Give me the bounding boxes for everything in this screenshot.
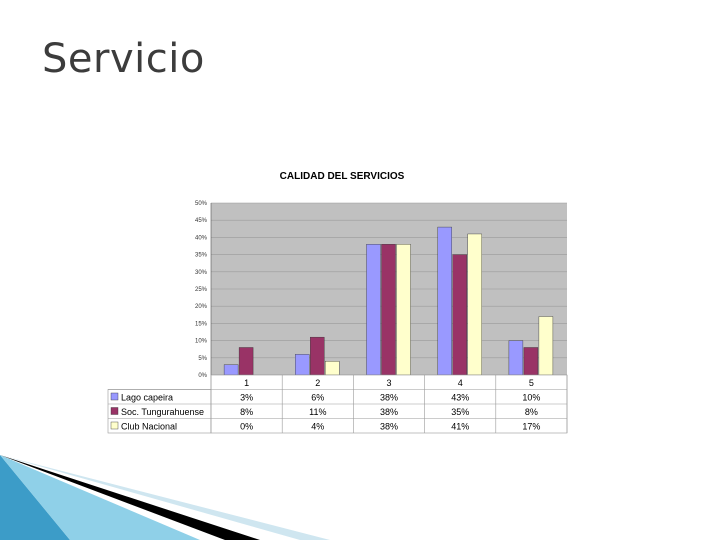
legend-swatch: [110, 392, 119, 401]
decor-pale-stripe: [0, 455, 330, 540]
chart-title: CALIDAD DEL SERVICIOS: [280, 171, 405, 182]
plot-area: 0% 5% 10% 15% 20% 25% 30% 35% 40% 45% 50%: [195, 201, 567, 379]
bar: [366, 244, 381, 376]
data-label: 35%: [451, 407, 469, 417]
data-label: 38%: [380, 393, 398, 403]
x-category-label: 2: [315, 378, 320, 388]
data-label: 3%: [240, 393, 253, 403]
x-category-label: 5: [529, 378, 534, 388]
legend-swatch: [110, 421, 119, 430]
y-tick-label: 15%: [195, 321, 208, 327]
y-tick-label: 50%: [195, 201, 208, 207]
x-category-label: 4: [458, 378, 463, 388]
bar: [538, 316, 554, 376]
data-table: 1 2 3 4 5 Lago capeira 3% 6% 38% 43% 10% Soc. Tungu…: [107, 374, 568, 434]
data-label: 17%: [522, 422, 540, 432]
bar: [396, 244, 411, 376]
slide-title: Servicio: [42, 36, 205, 82]
bar: [467, 233, 482, 376]
data-label: 43%: [451, 393, 469, 403]
bar: [437, 226, 452, 376]
bar: [310, 336, 325, 376]
y-tick-label: 35%: [195, 253, 208, 259]
bar: [295, 354, 310, 376]
x-category-label: 3: [386, 378, 391, 388]
y-tick-label: 40%: [195, 235, 208, 241]
y-tick-label: 20%: [195, 304, 208, 310]
data-label: 41%: [451, 422, 469, 432]
bar: [223, 364, 239, 376]
data-label: 10%: [522, 393, 540, 403]
data-label: 8%: [240, 407, 253, 417]
bar: [325, 361, 340, 376]
data-label: 8%: [525, 407, 538, 417]
bar: [508, 340, 524, 376]
data-label: 38%: [380, 407, 398, 417]
y-tick-label: 45%: [195, 218, 208, 224]
data-label: 6%: [311, 393, 324, 403]
y-tick-label: 5%: [198, 356, 207, 362]
legend-label: Club Nacional: [121, 422, 177, 432]
legend-label: Lago capeira: [121, 393, 173, 403]
y-tick-label: 10%: [195, 339, 208, 345]
data-label: 4%: [311, 422, 324, 432]
bar: [523, 347, 539, 376]
legend-swatch: [110, 407, 119, 415]
y-tick-label: 30%: [195, 270, 208, 276]
decor-light-wedge: [0, 455, 200, 540]
bar: [452, 254, 467, 376]
data-label: 11%: [309, 407, 326, 417]
bar: [238, 347, 254, 376]
data-label: 0%: [240, 422, 253, 432]
data-label: 38%: [380, 422, 398, 432]
y-tick-label: 0%: [198, 373, 207, 379]
legend-label: Soc. Tungurahuense: [121, 407, 204, 417]
bar: [381, 244, 396, 376]
x-category-label: 1: [244, 378, 249, 388]
decor-black-stripe: [0, 455, 260, 540]
y-tick-label: 25%: [195, 287, 208, 293]
